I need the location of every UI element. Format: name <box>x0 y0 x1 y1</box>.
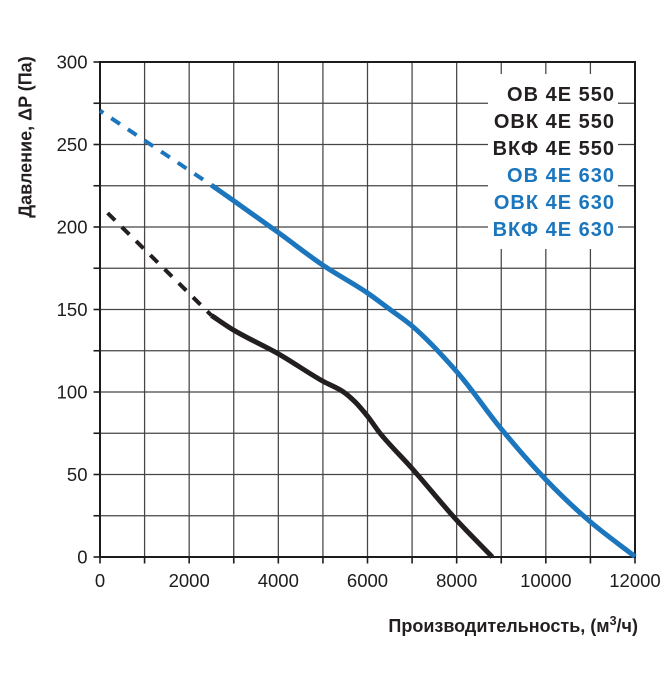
svg-text:ОВК 4Е 630: ОВК 4Е 630 <box>494 192 615 214</box>
svg-text:0: 0 <box>95 570 105 591</box>
svg-text:300: 300 <box>57 51 88 72</box>
svg-text:Давление, ΔP (Па): Давление, ΔP (Па) <box>16 56 36 217</box>
svg-text:250: 250 <box>57 134 88 155</box>
svg-text:ВКФ 4Е 630: ВКФ 4Е 630 <box>493 219 615 241</box>
svg-text:ОВ 4Е 550: ОВ 4Е 550 <box>507 84 615 106</box>
svg-text:200: 200 <box>57 216 88 237</box>
svg-text:ВКФ 4Е 550: ВКФ 4Е 550 <box>493 138 615 160</box>
svg-text:10000: 10000 <box>520 570 571 591</box>
svg-text:12000: 12000 <box>609 570 660 591</box>
svg-text:2000: 2000 <box>169 570 210 591</box>
svg-text:100: 100 <box>57 381 88 402</box>
svg-text:ОВ 4Е 630: ОВ 4Е 630 <box>507 165 615 187</box>
svg-text:150: 150 <box>57 299 88 320</box>
svg-text:6000: 6000 <box>347 570 388 591</box>
svg-text:ОВК 4Е 550: ОВК 4Е 550 <box>494 111 615 133</box>
svg-text:Производительность, (м3/ч): Производительность, (м3/ч) <box>388 614 638 636</box>
svg-text:0: 0 <box>77 546 87 567</box>
svg-text:50: 50 <box>67 464 88 485</box>
svg-text:8000: 8000 <box>436 570 477 591</box>
svg-text:4000: 4000 <box>258 570 299 591</box>
